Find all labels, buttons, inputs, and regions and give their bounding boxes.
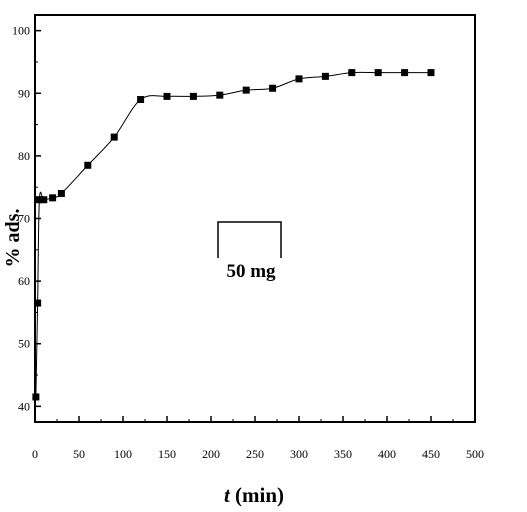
x-tick-label-9: 450	[422, 447, 440, 461]
plot-area-border	[34, 14, 476, 423]
x-tick-label-1: 50	[73, 447, 85, 461]
data-point-19	[427, 69, 435, 77]
x-axis-title: t (min)	[224, 483, 284, 507]
y-tick-label-4: 80	[18, 149, 30, 163]
data-point-10	[189, 92, 197, 100]
data-point-7	[110, 133, 118, 141]
legend-label: 50 mg	[226, 261, 276, 282]
y-tick-label-3: 70	[18, 212, 30, 226]
data-point-6	[84, 161, 92, 169]
y-axis-title: % ads.	[2, 209, 24, 268]
series-markers	[32, 69, 435, 401]
x-axis-title-unit: (min)	[230, 483, 284, 507]
data-point-4	[49, 194, 57, 202]
data-point-3	[40, 196, 48, 204]
y-tick-label-2: 60	[18, 274, 30, 288]
data-point-15	[321, 72, 329, 80]
y-tick-label-1: 50	[18, 337, 30, 351]
data-point-17	[374, 69, 382, 77]
data-point-9	[163, 92, 171, 100]
data-point-13	[269, 84, 277, 92]
x-tick-label-7: 350	[334, 447, 352, 461]
x-axis-tick-labels: 0 50 100 150 200 250 300 350 400 450 500	[32, 447, 484, 461]
data-point-0	[32, 393, 40, 401]
x-axis-ticks	[34, 416, 476, 422]
x-tick-label-5: 250	[246, 447, 264, 461]
data-point-12	[242, 86, 250, 94]
series-fit-line	[35, 71, 432, 397]
data-point-16	[348, 69, 356, 77]
x-tick-label-6: 300	[290, 447, 308, 461]
y-tick-label-0: 40	[18, 399, 30, 413]
x-tick-label-3: 150	[158, 447, 176, 461]
plot-frame	[34, 14, 476, 423]
data-point-18	[401, 69, 409, 77]
x-tick-label-4: 200	[202, 447, 220, 461]
y-tick-label-6: 100	[12, 24, 30, 38]
data-point-14	[295, 75, 303, 83]
y-axis-tick-labels: 40 50 60 70 80 90 100	[12, 24, 30, 414]
x-tick-label-0: 0	[32, 447, 38, 461]
x-tick-label-10: 500	[466, 447, 484, 461]
y-axis-ticks	[35, 29, 41, 408]
data-point-1	[34, 299, 42, 307]
data-point-11	[216, 91, 224, 99]
x-tick-label-2: 100	[114, 447, 132, 461]
data-point-5	[57, 189, 65, 197]
x-tick-label-8: 400	[378, 447, 396, 461]
legend-bracket	[217, 221, 282, 258]
legend: 50 mg	[217, 221, 282, 282]
x-axis-title-variable: t	[224, 483, 231, 507]
data-point-8	[137, 96, 145, 104]
data-point-2	[35, 196, 43, 204]
y-tick-label-5: 90	[18, 86, 30, 100]
